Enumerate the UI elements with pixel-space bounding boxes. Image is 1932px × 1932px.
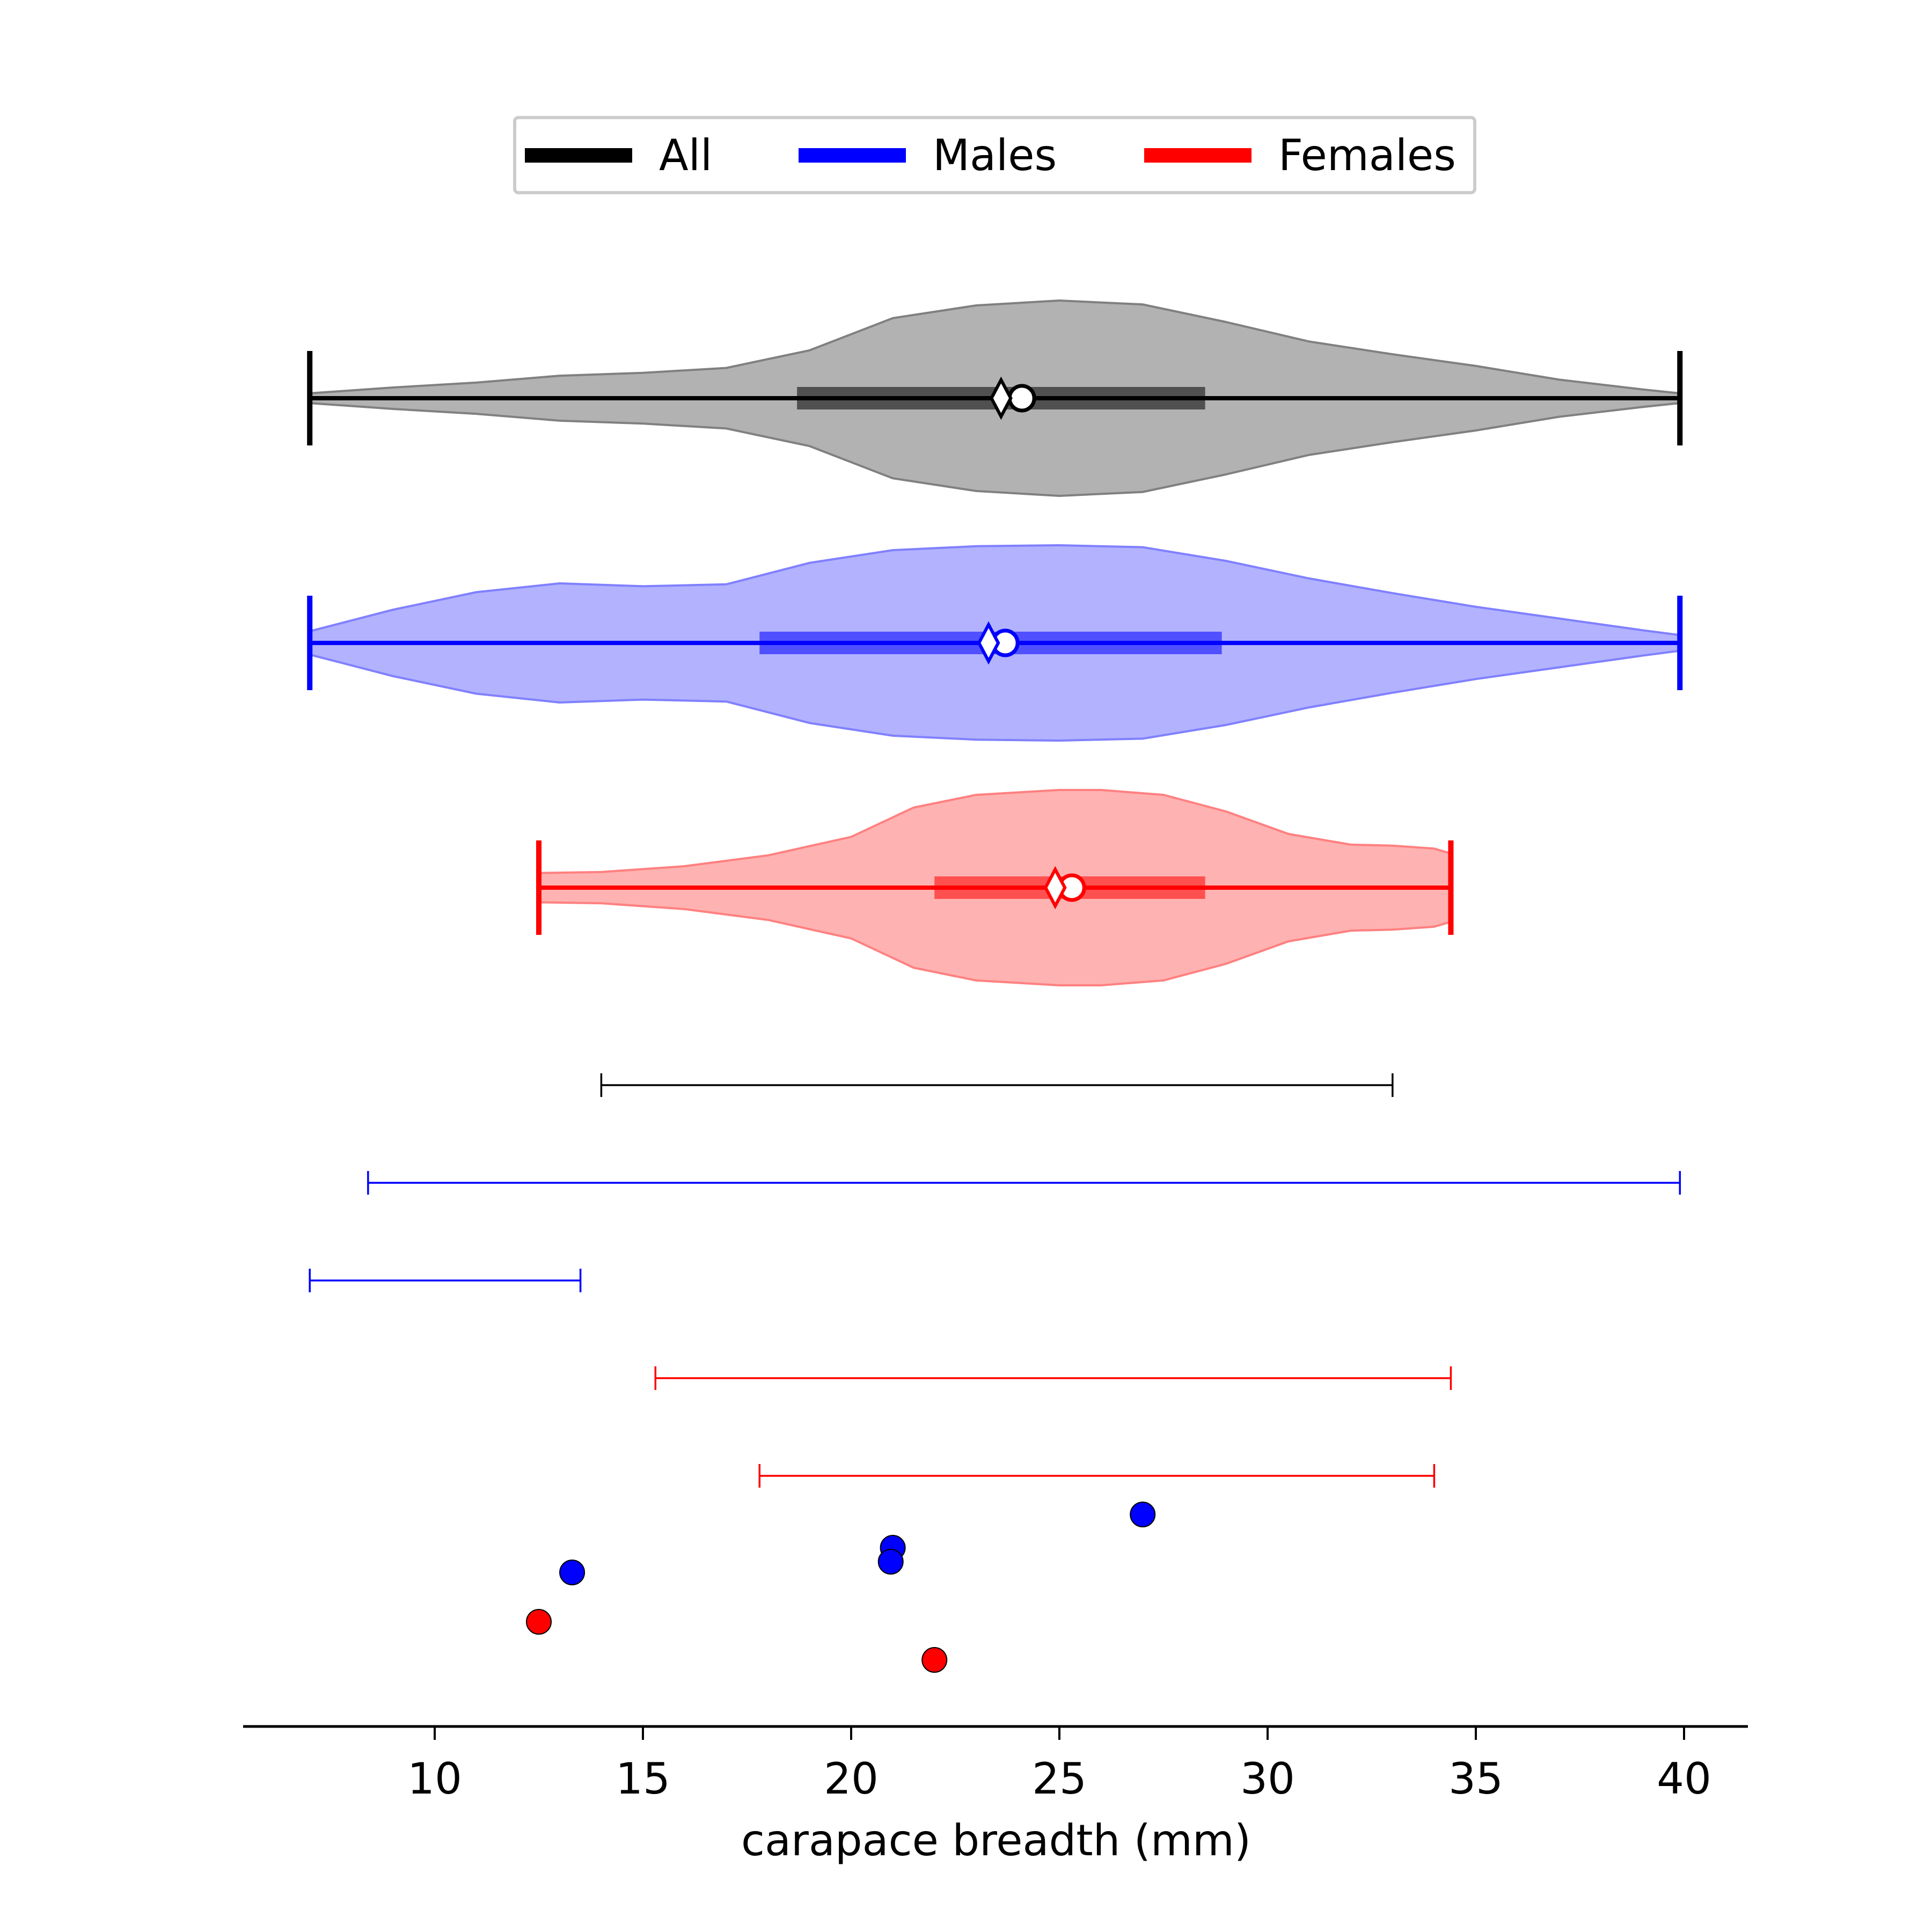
violin-females: [536, 789, 1454, 986]
interval-1: [600, 1073, 1394, 1097]
x-tick-label-25: 25: [1032, 1754, 1087, 1804]
x-tick-label-10: 10: [407, 1754, 462, 1804]
x-tick-label-15: 15: [616, 1754, 670, 1804]
data-point-1: [1130, 1502, 1156, 1527]
data-point-6: [921, 1647, 948, 1673]
violin-all: [307, 299, 1683, 497]
legend-item-males: Males: [799, 119, 1057, 191]
legend-swatch-males: [799, 148, 906, 163]
legend-label-males: Males: [933, 130, 1057, 180]
x-tick-label-20: 20: [824, 1754, 879, 1804]
legend-label-females: Females: [1278, 130, 1456, 180]
legend-item-all: All: [525, 119, 712, 191]
x-axis-title: carapace breadth (mm): [741, 1816, 1251, 1865]
data-point-3: [877, 1549, 904, 1575]
violin-males: [307, 544, 1683, 742]
data-point-5: [526, 1609, 552, 1635]
x-tick-label-40: 40: [1657, 1754, 1711, 1804]
points-layer: [526, 1502, 1156, 1673]
violin-mean-marker-all: [1007, 384, 1036, 413]
violin-median-marker-males: [977, 621, 1000, 665]
legend-swatch-females: [1144, 148, 1252, 163]
interval-2: [367, 1171, 1681, 1195]
x-tick-label-30: 30: [1240, 1754, 1295, 1804]
violin-median-marker-females: [1043, 866, 1067, 910]
x-axis: [243, 1725, 1748, 1740]
interval-3: [309, 1269, 582, 1292]
interval-4: [654, 1366, 1452, 1390]
violin-median-marker-all: [989, 376, 1013, 420]
legend-item-females: Females: [1144, 119, 1456, 191]
intervals-layer: [309, 1073, 1681, 1488]
x-tick-label-35: 35: [1448, 1754, 1503, 1804]
interval-5: [758, 1464, 1436, 1488]
legend-label-all: All: [659, 130, 713, 180]
data-point-4: [559, 1560, 586, 1585]
violins-layer: [307, 299, 1683, 986]
legend: All Males Females: [513, 116, 1476, 194]
legend-swatch-all: [525, 148, 632, 163]
